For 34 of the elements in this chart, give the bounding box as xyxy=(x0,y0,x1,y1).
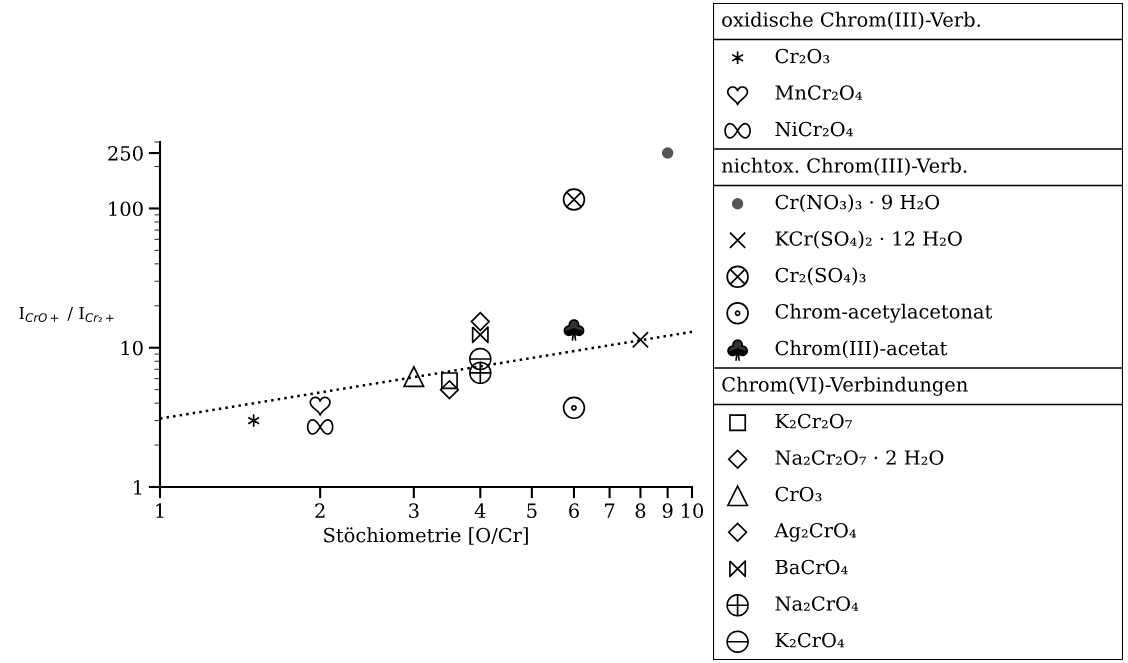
legend-label: K₂Cr₂O₇ xyxy=(775,413,852,429)
legend-label: CrO₃ xyxy=(775,486,822,502)
legend-label: MnCr₂O₄ xyxy=(775,85,863,100)
x-tick-label: 6 xyxy=(569,503,579,519)
legend-label: Cr₂(SO₄)₃ xyxy=(775,267,866,286)
y-tick-label: 250 xyxy=(108,145,143,161)
legend-label: Ag₂CrO₄ xyxy=(774,522,857,542)
legend-label: K₂CrO₄ xyxy=(775,632,845,648)
x-tick-label: 2 xyxy=(315,503,325,518)
y-axis-title: I$_{CrO+}$ / I$_{Cr₂+}$ xyxy=(19,306,114,322)
legend-label: Na₂Cr₂O₇ · 2 H₂O xyxy=(775,450,944,465)
legend-label: BaCrO₄ xyxy=(775,559,848,575)
x-tick-label: 10 xyxy=(682,503,704,519)
x-tick-label: 7 xyxy=(605,503,615,518)
x-tick-label: 1 xyxy=(156,503,164,518)
legend-label: NiCr₂O₄ xyxy=(775,121,853,137)
y-tick-label: 10 xyxy=(121,340,143,356)
text: oxidische Chrom(III)-Verb. xyxy=(722,11,980,30)
legend-label: Chrom-acetylacetonat xyxy=(775,303,993,323)
legend-label: Chrom(III)-acetat xyxy=(775,340,948,359)
x-tick-label: 5 xyxy=(527,503,537,519)
legend-label: Cr(NO₃)₃ · 9 H₂O xyxy=(775,194,940,213)
legend-label: KCr(SO₄)₂ · 12 H₂O xyxy=(775,230,962,249)
y-tick-label: 1 xyxy=(134,479,142,495)
legend-label: Cr₂O₃ xyxy=(775,48,830,64)
text: nichtox. Chrom(III)-Verb. xyxy=(721,157,967,176)
x-tick-label: 3 xyxy=(409,503,419,519)
text: Chrom(VI)-Verbindungen xyxy=(722,376,968,396)
y-tick-label: 100 xyxy=(109,201,143,217)
x-axis-title: Stöchiometrie [O/Cr] xyxy=(324,527,528,545)
x-tick-label: 8 xyxy=(635,503,646,519)
x-tick-label: 4 xyxy=(474,503,486,518)
legend-label: Na₂CrO₄ xyxy=(775,596,859,611)
x-tick-label: 9 xyxy=(662,503,673,519)
